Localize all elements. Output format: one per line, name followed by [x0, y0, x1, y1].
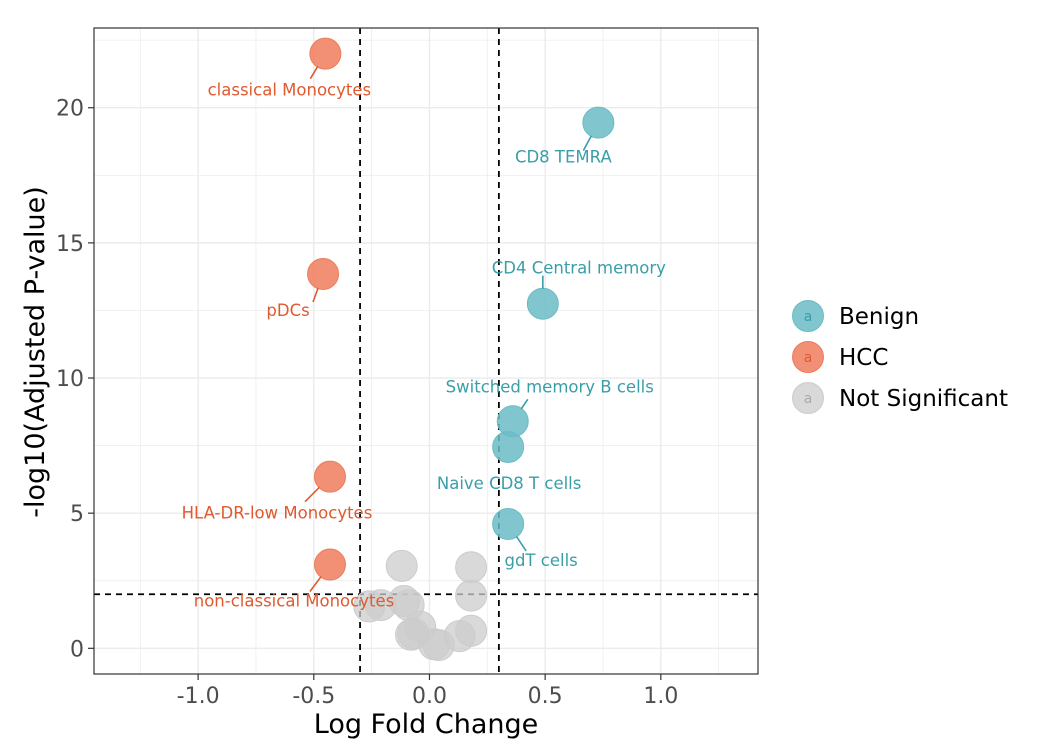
legend-key-benign	[792, 300, 824, 332]
plot-border	[93, 27, 759, 675]
y-tick-label: 15	[56, 232, 84, 257]
data-point-hcc	[313, 460, 346, 493]
point-label: CD4 Central memory	[492, 259, 666, 278]
data-points	[307, 37, 615, 662]
point-label: gdT cells	[504, 551, 577, 570]
data-point-benign	[492, 430, 525, 463]
data-point-not-significant	[422, 629, 455, 662]
legend-key-glyph: a	[804, 350, 813, 366]
legend: a Benign a HCC a Not Significant	[792, 300, 1008, 414]
data-point-benign	[492, 507, 525, 540]
y-tick-label: 20	[56, 97, 84, 122]
legend-key-glyph: a	[804, 309, 813, 325]
x-tick-label: 1.0	[643, 684, 678, 709]
point-label: HLA-DR-low Monocytes	[182, 504, 373, 523]
point-label: non-classical Monocytes	[194, 592, 394, 611]
y-tick-label: 10	[56, 367, 84, 392]
label-leader-line	[312, 287, 319, 303]
legend-key-glyph: a	[804, 391, 813, 407]
point-label: pDCs	[266, 301, 309, 320]
data-point-benign	[526, 287, 559, 320]
x-tick-label: -1.0	[177, 684, 220, 709]
y-axis-title: -log10(Adjusted P-value)	[20, 186, 51, 518]
grid-lines	[94, 28, 758, 674]
label-leader-line	[304, 486, 320, 503]
data-point-not-significant	[353, 590, 386, 623]
threshold-lines	[94, 28, 758, 674]
y-axis: 0 5 10 15 20	[56, 97, 94, 662]
point-label: Naive CD8 T cells	[437, 474, 581, 493]
legend-label: Benign	[839, 304, 919, 330]
x-axis: -1.0 -0.5 0.0 0.5 1.0	[177, 674, 678, 709]
point-label: classical Monocytes	[208, 81, 372, 100]
label-leader-line	[520, 398, 529, 410]
data-point-not-significant	[455, 579, 488, 612]
x-tick-label: 0.5	[528, 684, 563, 709]
legend-label: HCC	[839, 345, 888, 371]
label-leader-line	[309, 66, 319, 80]
data-point-hcc	[313, 548, 346, 581]
data-point-benign	[582, 106, 615, 139]
data-point-not-significant	[455, 551, 488, 584]
y-tick-label: 5	[70, 502, 84, 527]
point-label: CD8 TEMRA	[515, 148, 613, 167]
point-label: Switched memory B cells	[446, 377, 654, 396]
x-axis-title: Log Fold Change	[314, 709, 539, 740]
point-labels: CD8 TEMRA CD4 Central memory Switched memo…	[182, 66, 666, 611]
legend-key-hcc	[792, 341, 824, 373]
plot-background	[94, 28, 758, 674]
x-tick-label: 0.0	[412, 684, 447, 709]
y-tick-label: 0	[70, 637, 84, 662]
label-leader-line	[309, 576, 322, 593]
data-point-hcc	[307, 257, 340, 290]
label-leader-line	[515, 536, 527, 552]
data-point-not-significant	[385, 549, 418, 582]
label-leader-line	[582, 135, 592, 151]
legend-key-not-significant	[792, 382, 824, 414]
x-tick-label: -0.5	[292, 684, 335, 709]
data-point-hcc	[309, 37, 342, 70]
legend-label: Not Significant	[839, 386, 1008, 412]
